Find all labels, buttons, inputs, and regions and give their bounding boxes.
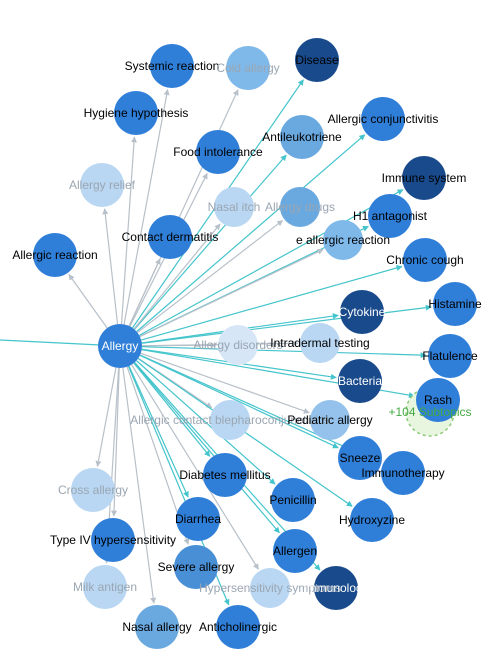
graph-node[interactable] xyxy=(114,91,158,135)
graph-node[interactable] xyxy=(295,38,339,82)
graph-node[interactable] xyxy=(271,478,315,522)
graph-node[interactable] xyxy=(403,238,447,282)
graph-node[interactable] xyxy=(33,233,77,277)
graph-node[interactable] xyxy=(71,468,115,512)
graph-node[interactable] xyxy=(280,115,324,159)
graph-node[interactable] xyxy=(416,378,460,422)
graph-node[interactable] xyxy=(338,436,382,480)
node-layer xyxy=(33,38,477,649)
network-graph: Allergy+104 SubtopicsSystemic reactionCo… xyxy=(0,0,502,651)
graph-node[interactable] xyxy=(402,156,446,200)
graph-node[interactable] xyxy=(176,497,220,541)
root-node[interactable] xyxy=(98,324,142,368)
graph-node[interactable] xyxy=(83,565,127,609)
graph-node[interactable] xyxy=(203,453,247,497)
graph-node[interactable] xyxy=(323,220,363,260)
graph-node[interactable] xyxy=(368,194,412,238)
edge xyxy=(142,347,426,356)
graph-node[interactable] xyxy=(250,568,290,608)
graph-node[interactable] xyxy=(196,130,240,174)
graph-node[interactable] xyxy=(300,323,340,363)
graph-node[interactable] xyxy=(174,545,218,589)
graph-node[interactable] xyxy=(91,518,135,562)
graph-node[interactable] xyxy=(340,290,384,334)
graph-node[interactable] xyxy=(273,529,317,573)
graph-node[interactable] xyxy=(280,187,320,227)
graph-node[interactable] xyxy=(218,325,258,365)
edge xyxy=(134,363,210,456)
graph-node[interactable] xyxy=(381,451,425,495)
graph-node[interactable] xyxy=(338,359,382,403)
graph-node[interactable] xyxy=(361,97,405,141)
graph-node[interactable] xyxy=(135,605,179,649)
edge xyxy=(105,209,118,324)
graph-node[interactable] xyxy=(310,400,350,440)
edge xyxy=(123,368,154,603)
graph-node[interactable] xyxy=(314,566,358,610)
graph-node[interactable] xyxy=(226,46,270,90)
graph-node[interactable] xyxy=(150,44,194,88)
edge xyxy=(142,307,431,343)
graph-node[interactable] xyxy=(214,187,254,227)
graph-node[interactable] xyxy=(433,282,477,326)
edge-incoming xyxy=(0,340,98,345)
graph-node[interactable] xyxy=(350,498,394,542)
graph-node[interactable] xyxy=(148,215,192,259)
edge xyxy=(69,275,107,329)
graph-node[interactable] xyxy=(210,400,250,440)
graph-node[interactable] xyxy=(428,334,472,378)
edge xyxy=(122,137,135,324)
graph-node[interactable] xyxy=(216,605,260,649)
graph-node[interactable] xyxy=(80,163,124,207)
